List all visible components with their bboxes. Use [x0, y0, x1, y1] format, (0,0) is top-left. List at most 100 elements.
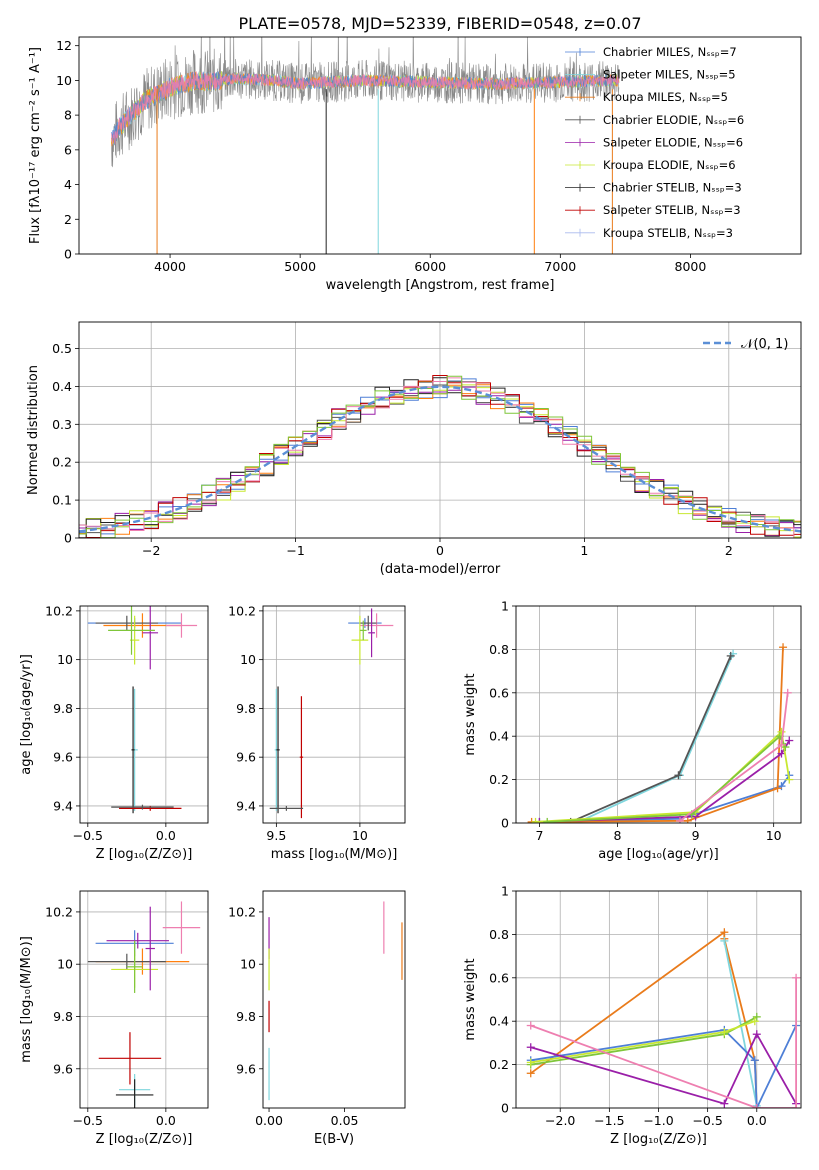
- x-tick-label: 0.05: [331, 1113, 359, 1128]
- spectrum-lines: [111, 37, 620, 254]
- y-tick-label: 0.6: [489, 970, 509, 985]
- y-tick-label: 10: [57, 652, 73, 667]
- x-tick-label: −2: [142, 543, 160, 558]
- x-tick-label: 9.5: [266, 828, 286, 843]
- y-tick-label: 9.6: [53, 750, 73, 765]
- y-axis-label: mass weight: [463, 958, 478, 1040]
- y-tick-label: 10.2: [45, 603, 73, 618]
- y-tick-label: 9.8: [236, 1009, 256, 1024]
- errorbars: [269, 608, 394, 819]
- x-tick-label: 0.0: [156, 828, 176, 843]
- y-tick-label: 0: [501, 1101, 509, 1116]
- axes-frame: [262, 605, 406, 824]
- errorbars: [87, 606, 198, 814]
- axes-frame: [79, 605, 209, 824]
- x-tick-label: 5000: [284, 259, 316, 274]
- residual-histogram-panel: −2 −1 0 1 2 0 0.1 0.2 0.3 0.4 0.5 (data-model)/erro…: [26, 321, 802, 577]
- weight-lines: [527, 643, 794, 823]
- y-tick-label: 0.8: [489, 927, 509, 942]
- x-tick-label: −1.0: [643, 1113, 673, 1128]
- x-tick-label: 9: [692, 828, 700, 843]
- legend-label: 𝒩(0, 1): [741, 337, 788, 352]
- y-tick-label: 0: [64, 247, 72, 262]
- y-tick-label: 6: [64, 142, 72, 157]
- age_vs_Z-panel: −0.5 0.0 9.4 9.6 9.8 10 10.2 Z [log₁₀(Z/Z⊙)] age…: [19, 603, 209, 862]
- legend-label: Kroupa ELODIE, Nₛₛₚ=6: [603, 158, 736, 172]
- x-tick-label: 0.00: [255, 1113, 283, 1128]
- y-tick-label: 8: [64, 108, 72, 123]
- weight-line: [547, 734, 787, 823]
- weight-line: [531, 647, 784, 823]
- legend-label: Chabrier ELODIE, Nₛₛₚ=6: [603, 113, 744, 127]
- y-tick-label: 0.2: [489, 772, 509, 787]
- x-tick-label: −2.0: [545, 1113, 575, 1128]
- y-tick-label: 9.4: [236, 798, 256, 813]
- y-tick-label: 10: [57, 957, 73, 972]
- y-tick-label: 0.4: [489, 1014, 509, 1029]
- histogram-step-line: [79, 375, 801, 538]
- histogram-step-line: [79, 380, 801, 534]
- y-tick-label: 0: [501, 816, 509, 831]
- y-tick-label: 0.4: [489, 729, 509, 744]
- axes-frame: [78, 36, 802, 255]
- x-axis-label: Z [log₁₀(Z/Z⊙)]: [610, 1132, 707, 1147]
- legend-label: Chabrier STELIB, Nₛₛₚ=3: [603, 181, 742, 195]
- weight-line: [530, 977, 797, 1108]
- y-tick-label: 10.2: [228, 904, 256, 919]
- x-tick-label: 4000: [154, 259, 186, 274]
- gaussian-curve: [79, 385, 801, 533]
- y-tick-label: 0.2: [489, 1057, 509, 1072]
- mass_vs_ebv-panel: 0.00 0.05 9.6 9.8 10 10.2 E(B-V): [228, 890, 406, 1147]
- axes-frame: [262, 890, 406, 1109]
- legend-label: Chabrier MILES, Nₛₛₚ=7: [603, 45, 737, 59]
- x-axis-label: mass [log₁₀(M/M⊙)]: [271, 847, 398, 862]
- x-tick-label: 7: [535, 828, 543, 843]
- y-axis-label: mass weight: [463, 673, 478, 755]
- x-tick-label: 8000: [675, 259, 707, 274]
- x-tick-label: −0.5: [692, 1113, 722, 1128]
- x-tick-label: −1: [286, 543, 304, 558]
- x-tick-label: 0.0: [156, 1113, 176, 1128]
- x-tick-label: 0: [436, 543, 444, 558]
- weight-line: [530, 930, 758, 1108]
- axes-frame: [515, 605, 802, 824]
- x-tick-label: 1: [580, 543, 588, 558]
- legend-label: Salpeter ELODIE, Nₛₛₚ=6: [603, 135, 743, 149]
- x-tick-label: 2: [725, 543, 733, 558]
- y-tick-label: 0.3: [52, 417, 72, 432]
- axes-frame: [78, 321, 802, 539]
- y-tick-label: 0.2: [52, 455, 72, 470]
- legend-label: Salpeter STELIB, Nₛₛₚ=3: [603, 203, 741, 217]
- errorbars: [268, 901, 403, 1101]
- x-tick-label: 8: [614, 828, 622, 843]
- y-tick-label: 10.2: [45, 904, 73, 919]
- x-tick-label: 10: [352, 828, 368, 843]
- x-axis-label: Z [log₁₀(Z/Z⊙)]: [96, 847, 193, 862]
- y-axis-label: Normed distribution: [26, 365, 41, 495]
- y-tick-label: 10.2: [228, 603, 256, 618]
- axes-frame: [79, 890, 209, 1109]
- y-tick-label: 9.8: [236, 701, 256, 716]
- y-tick-label: 0.5: [52, 341, 72, 356]
- x-tick-label: −1.5: [594, 1113, 624, 1128]
- mass_vs_Z-panel: −0.5 0.0 9.6 9.8 10 10.2 Z [log₁₀(Z/Z⊙)] mass […: [19, 890, 209, 1147]
- legend-label: Salpeter MILES, Nₛₛₚ=5: [603, 68, 736, 82]
- massweight_vs_Z-panel: −2.0 −1.5 −1.0 −0.5 0.0 0 0.2 0.4 0.6 0.8 1 Z [log₁…: [463, 884, 802, 1147]
- x-tick-label: 7000: [544, 259, 576, 274]
- axes-frame: [515, 890, 802, 1109]
- x-tick-label: −0.5: [73, 1113, 103, 1128]
- x-tick-label: 10: [766, 828, 782, 843]
- x-axis-label: age [log₁₀(age/yr)]: [598, 847, 719, 862]
- y-tick-label: 10: [240, 957, 256, 972]
- y-tick-label: 0.6: [489, 685, 509, 700]
- y-tick-label: 9.6: [53, 1061, 73, 1076]
- y-tick-label: 0.8: [489, 642, 509, 657]
- y-tick-label: 9.6: [236, 1061, 256, 1076]
- massweight_vs_age-panel: 7 8 9 10 0 0.2 0.4 0.6 0.8 1 age [log₁₀(age/yr)] ma…: [463, 599, 802, 862]
- y-tick-label: 1: [501, 599, 509, 614]
- y-tick-label: 0.4: [52, 379, 72, 394]
- y-tick-label: 12: [56, 38, 72, 53]
- figure-title: PLATE=0578, MJD=52339, FIBERID=0548, z=0…: [238, 14, 641, 33]
- weight-line: [570, 655, 732, 823]
- y-tick-label: 0.1: [52, 493, 72, 508]
